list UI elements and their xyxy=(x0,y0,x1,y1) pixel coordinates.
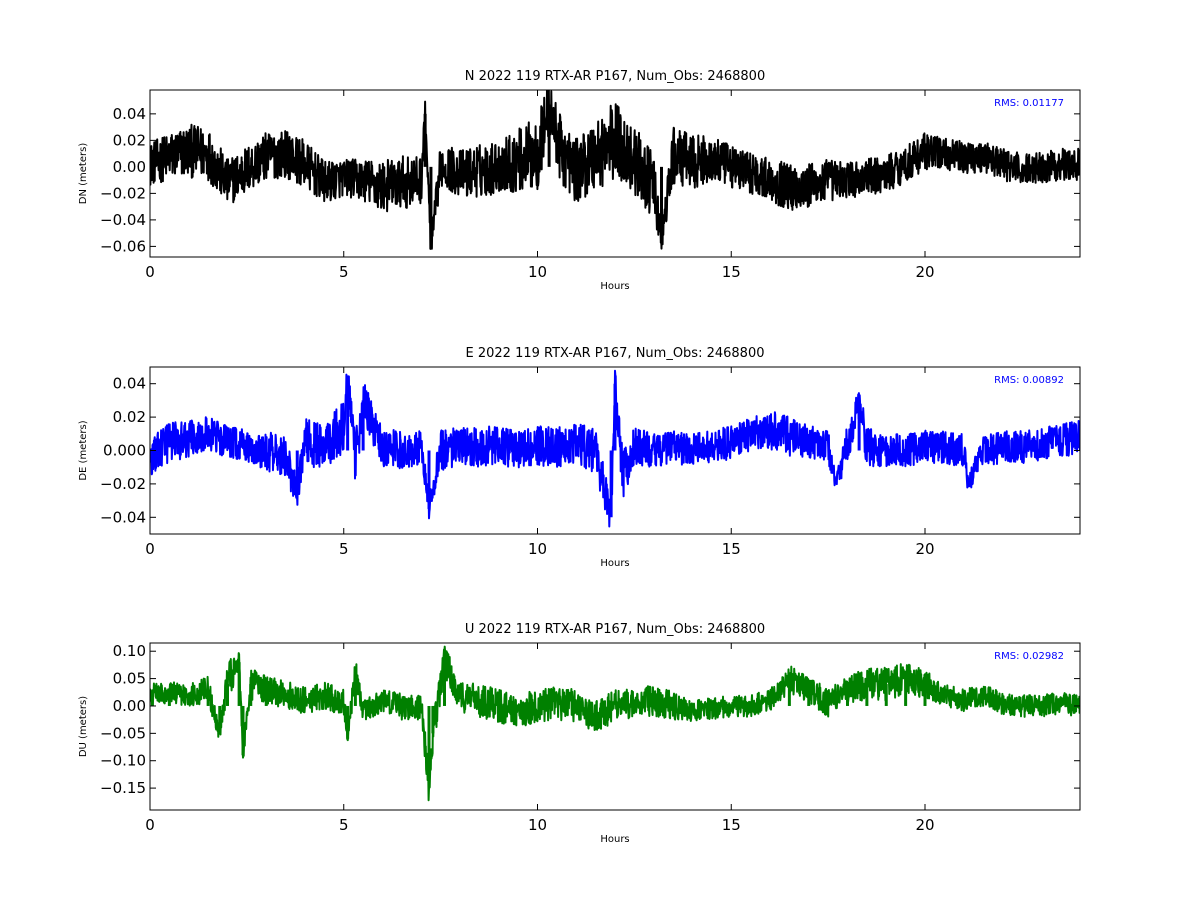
axes-frame xyxy=(149,642,1081,811)
y-axis-label: DN (meters) xyxy=(78,143,89,205)
x-axis-label: Hours xyxy=(600,834,629,845)
xtick-label: 10 xyxy=(528,263,547,281)
ytick-label: −0.04 xyxy=(100,211,146,229)
ytick-label: 0.05 xyxy=(113,670,146,688)
panel-title: N 2022 119 RTX-AR P167, Num_Obs: 2468800 xyxy=(465,69,765,84)
xtick-label: 15 xyxy=(722,263,741,281)
rms-annotation: RMS: 0.02982 xyxy=(994,651,1064,662)
ytick-label: 0.04 xyxy=(113,105,146,123)
y-axis-label: DU (meters) xyxy=(78,696,89,757)
spike-group xyxy=(295,375,861,518)
ytick-label: −0.15 xyxy=(100,779,146,797)
panel-du: −0.15 −0.10 −0.05 0.00 0.05 0.10 0 5 10 15 20 U 202… xyxy=(78,622,1081,845)
xtick-label: 20 xyxy=(915,816,934,834)
xtick-label: 5 xyxy=(339,263,349,281)
data-trace xyxy=(150,90,1080,250)
x-axis-label: Hours xyxy=(600,558,629,569)
y-axis-label: DE (meters) xyxy=(78,420,89,480)
ytick-label: −0.02 xyxy=(100,184,146,202)
spike-group xyxy=(167,662,927,789)
xtick-label: 10 xyxy=(528,540,547,558)
ytick-label: 0.000 xyxy=(103,442,146,460)
ytick-label: 0.04 xyxy=(113,375,146,393)
ytick-label: −0.10 xyxy=(100,752,146,770)
ytick-label: −0.05 xyxy=(100,724,146,742)
xtick-label: 5 xyxy=(339,816,349,834)
panel-dn: −0.06 −0.04 −0.02 0.00 0.02 0.04 0 5 10 15 20 N 202… xyxy=(78,69,1081,292)
x-axis-label: Hours xyxy=(600,281,629,292)
ytick-label: 0.02 xyxy=(113,131,146,149)
rms-annotation: RMS: 0.01177 xyxy=(994,98,1064,109)
xtick-label: 0 xyxy=(145,816,155,834)
ytick-label: −0.02 xyxy=(100,475,146,493)
ytick-label: 0.02 xyxy=(113,408,146,426)
panel-title: U 2022 119 RTX-AR P167, Num_Obs: 2468800 xyxy=(465,622,765,637)
ytick-label: 0.00 xyxy=(113,158,146,176)
xtick-label: 0 xyxy=(145,540,155,558)
data-trace xyxy=(150,645,1080,802)
xtick-label: 20 xyxy=(915,540,934,558)
rms-annotation: RMS: 0.00892 xyxy=(994,375,1064,386)
ytick-label: 0.10 xyxy=(113,642,146,660)
axes-frame xyxy=(149,89,1081,258)
ytick-label: −0.04 xyxy=(100,508,146,526)
xtick-label: 10 xyxy=(528,816,547,834)
panel-de: −0.04 −0.02 0.000 0.02 0.04 0 5 10 15 20 E 2022 11… xyxy=(78,346,1081,569)
xtick-label: 0 xyxy=(145,263,155,281)
ytick-label: −0.06 xyxy=(100,237,146,255)
panel-title: E 2022 119 RTX-AR P167, Num_Obs: 2468800 xyxy=(466,346,765,361)
xtick-label: 5 xyxy=(339,540,349,558)
ytick-label: 0.00 xyxy=(113,697,146,715)
xtick-label: 20 xyxy=(915,263,934,281)
data-trace xyxy=(150,369,1080,528)
spike-group xyxy=(423,107,663,250)
xtick-label: 15 xyxy=(722,540,741,558)
xtick-label: 15 xyxy=(722,816,741,834)
